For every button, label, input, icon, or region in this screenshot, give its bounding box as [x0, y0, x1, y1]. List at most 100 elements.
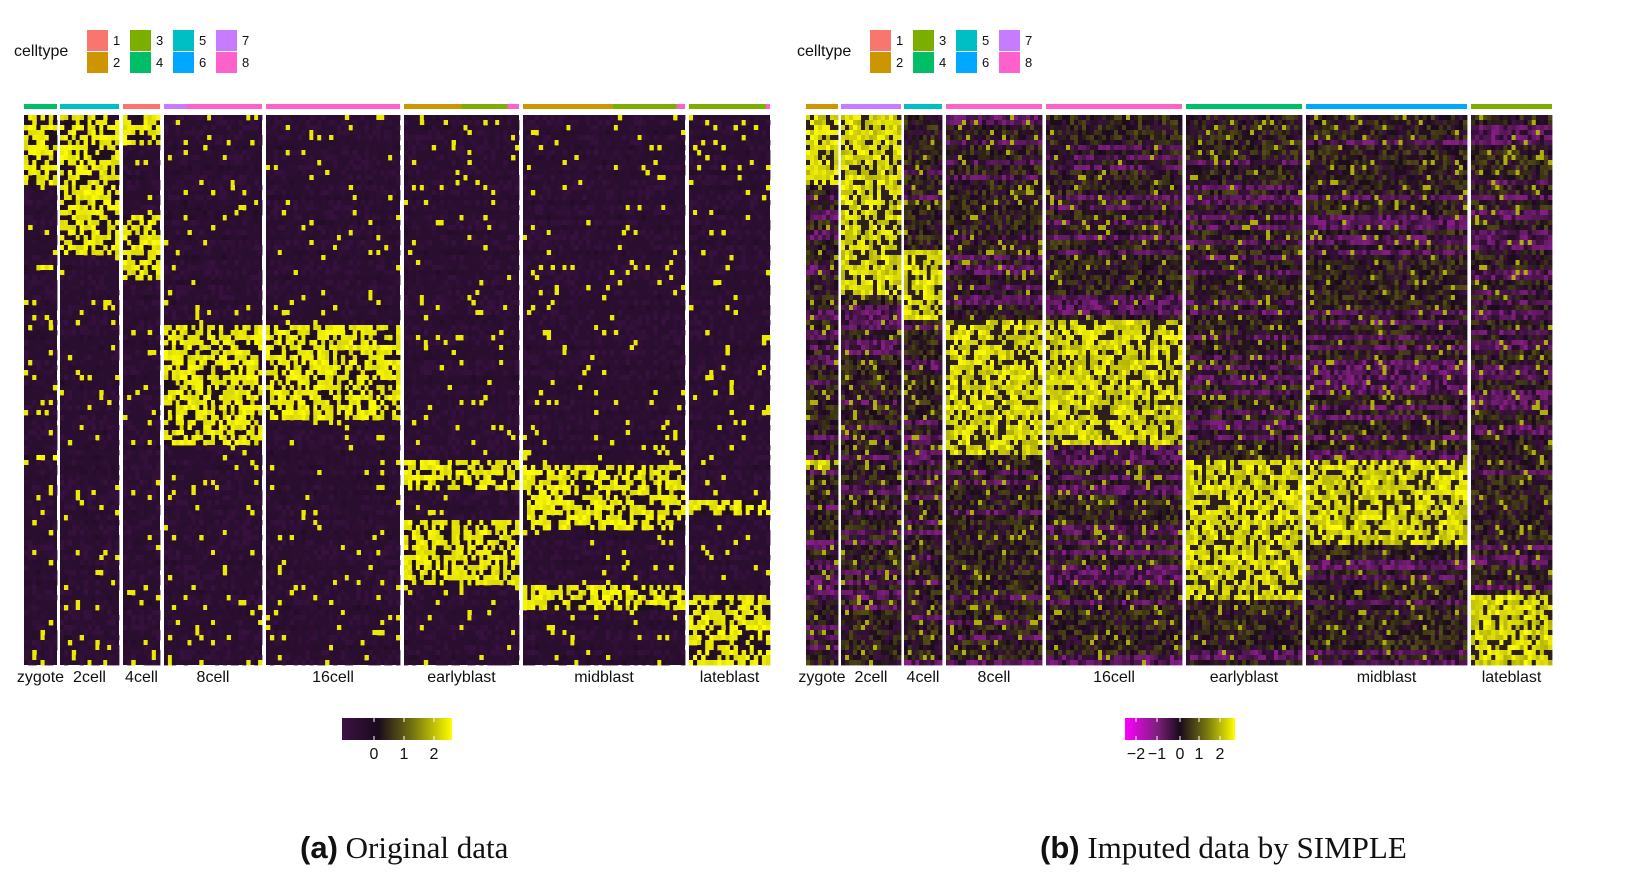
heatmap-cell [309, 130, 313, 135]
heatmap-cell [207, 300, 211, 305]
heatmap-cell [235, 405, 239, 410]
heatmap-cell [203, 250, 207, 255]
legend-label-1: 1 [113, 33, 120, 48]
heatmap-cell [329, 115, 333, 120]
heatmap-cell [135, 460, 140, 465]
heatmap-cell [24, 470, 29, 475]
heatmap-cell [115, 615, 119, 620]
heatmap-cell [345, 125, 349, 130]
heatmap-cell [223, 405, 227, 410]
heatmap-cell [64, 395, 68, 400]
heatmap-cell [309, 200, 313, 205]
heatmap-cell [211, 525, 215, 530]
heatmap-cell [103, 535, 107, 540]
heatmap-cell [60, 415, 64, 420]
heatmap-cell [199, 615, 203, 620]
heatmap-cell [211, 380, 215, 385]
heatmap-cell [396, 240, 400, 245]
heatmap-cell [195, 205, 199, 210]
heatmap-cell [199, 325, 203, 330]
heatmap-cell [286, 160, 290, 165]
heatmap-cell [384, 335, 388, 340]
heatmap-cell [188, 380, 192, 385]
heatmap-cell [172, 230, 176, 235]
heatmap-cell [84, 425, 88, 430]
heatmap-cell [219, 135, 223, 140]
heatmap-cell [392, 115, 396, 120]
heatmap-cell [227, 340, 231, 345]
heatmap-cell [219, 625, 223, 630]
heatmap-cell [227, 315, 231, 320]
heatmap-cell [115, 300, 119, 305]
heatmap-cell [246, 480, 250, 485]
heatmap-cell [127, 135, 132, 140]
heatmap-cell [235, 150, 239, 155]
heatmap-cell [68, 195, 72, 200]
heatmap-cell [195, 375, 199, 380]
heatmap-cell [24, 505, 29, 510]
heatmap-cell [211, 625, 215, 630]
heatmap-cell [329, 200, 333, 205]
heatmap-cell [274, 370, 278, 375]
heatmap-cell [88, 375, 92, 380]
heatmap-cell [168, 195, 172, 200]
heatmap-cell [333, 335, 337, 340]
heatmap-cell [148, 515, 153, 520]
heatmap-cell [103, 155, 107, 160]
heatmap-cell [115, 570, 119, 575]
heatmap-cell [231, 140, 235, 145]
heatmap-cell [68, 265, 72, 270]
heatmap-cell [107, 555, 111, 560]
heatmap-cell [72, 205, 76, 210]
heatmap-cell [176, 120, 180, 125]
heatmap-cell [191, 610, 195, 615]
heatmap-cell [329, 135, 333, 140]
heatmap-cell [115, 245, 119, 250]
heatmap-cell [131, 525, 136, 530]
heatmap-cell [258, 305, 262, 310]
heatmap-cell [242, 320, 246, 325]
heatmap-cell [317, 370, 321, 375]
heatmap-cell [36, 655, 41, 660]
heatmap-cell [337, 245, 341, 250]
heatmap-cell [250, 370, 254, 375]
heatmap-cell [349, 435, 353, 440]
heatmap-cell [278, 220, 282, 225]
heatmap-cell [274, 250, 278, 255]
heatmap-cell [84, 590, 88, 595]
heatmap-cell [242, 500, 246, 505]
heatmap-cell [290, 120, 294, 125]
heatmap-cell [115, 485, 119, 490]
heatmap-cell [103, 565, 107, 570]
heatmap-cell [372, 405, 376, 410]
heatmap-cell [238, 645, 242, 650]
heatmap-cell [294, 405, 298, 410]
heatmap-cell [28, 660, 33, 665]
heatmap-cell [95, 180, 99, 185]
heatmap-cell [250, 400, 254, 405]
heatmap-cell [365, 325, 369, 330]
heatmap-cell [49, 485, 54, 490]
heatmap-cell [238, 625, 242, 630]
heatmap-cell [168, 495, 172, 500]
heatmap-cell [305, 195, 309, 200]
heatmap-cell [199, 330, 203, 335]
heatmap-cell [325, 345, 329, 350]
heatmap-cell [45, 425, 50, 430]
heatmap-cell [99, 455, 103, 460]
heatmap-cell [231, 245, 235, 250]
heatmap-cell [219, 360, 223, 365]
heatmap-cell [36, 455, 41, 460]
heatmap-cell [353, 220, 357, 225]
heatmap-cell [180, 140, 184, 145]
heatmap-cell [91, 370, 95, 375]
heatmap-cell [80, 300, 84, 305]
heatmap-cell [139, 235, 144, 240]
heatmap-cell [353, 125, 357, 130]
heatmap-cell [219, 430, 223, 435]
heatmap-cell [361, 115, 365, 120]
heatmap-cell [203, 205, 207, 210]
heatmap-cell [231, 435, 235, 440]
heatmap-cell [380, 435, 384, 440]
heatmap-cell [191, 265, 195, 270]
